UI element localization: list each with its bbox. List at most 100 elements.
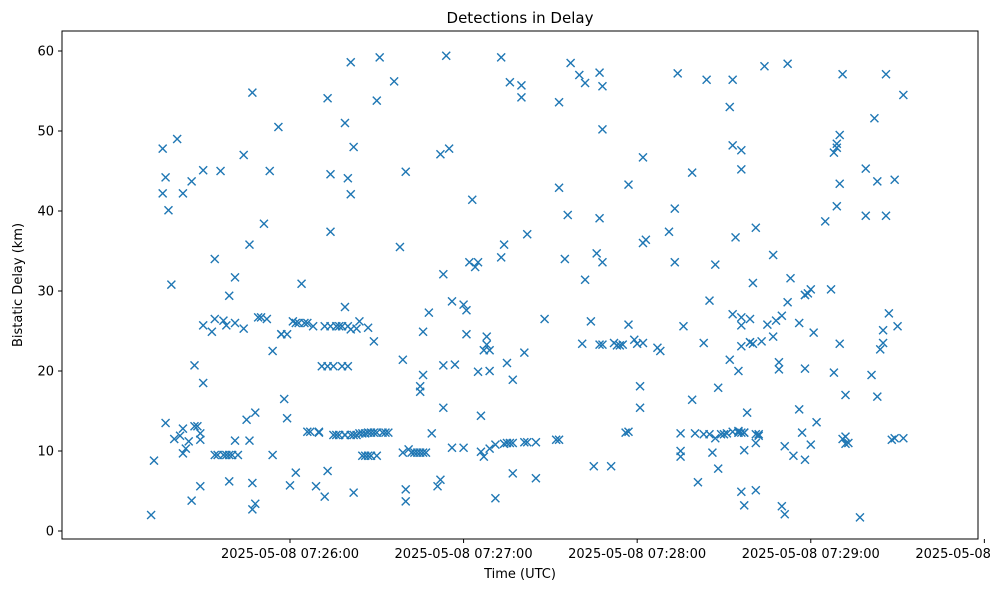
data-point-stroke (418, 448, 428, 458)
data-point-stroke (519, 437, 529, 447)
data-point (788, 451, 798, 461)
data-point-stroke (551, 435, 561, 445)
data-point-stroke (363, 323, 373, 333)
data-point (328, 361, 338, 371)
data-point-stroke (678, 321, 688, 331)
data-point-stroke (632, 339, 642, 349)
data-point-stroke (577, 339, 587, 349)
data-point (438, 269, 448, 279)
data-point-stroke (233, 450, 243, 460)
data-point-stroke (401, 496, 411, 506)
data-point-stroke (349, 142, 359, 152)
data-point (314, 427, 324, 437)
data-point-stroke (325, 169, 335, 179)
data-point (855, 512, 865, 522)
data-point (670, 204, 680, 214)
data-point (794, 404, 804, 414)
data-point (878, 338, 888, 348)
data-point-stroke (190, 360, 200, 370)
data-point-stroke (768, 250, 778, 260)
data-point-stroke (198, 378, 208, 388)
data-point (861, 211, 871, 221)
data-point-stroke (490, 493, 500, 503)
data-point-stroke (751, 438, 761, 448)
data-point (783, 297, 793, 307)
data-point-stroke (832, 201, 842, 211)
data-point (424, 308, 434, 318)
data-point-stroke (435, 149, 445, 159)
data-point-stroke (508, 438, 518, 448)
data-point-stroke (797, 428, 807, 438)
data-point (383, 428, 393, 438)
data-point-stroke (670, 204, 680, 214)
data-point-stroke (635, 403, 645, 413)
data-point-stroke (380, 428, 390, 438)
data-point-stroke (878, 338, 888, 348)
data-point (693, 477, 703, 487)
data-point (242, 415, 252, 425)
data-point-stroke (331, 430, 341, 440)
data-point-stroke (788, 451, 798, 461)
data-point-stroke (268, 346, 278, 356)
data-point (655, 346, 665, 356)
data-point (554, 97, 564, 107)
data-point-stroke (780, 509, 790, 519)
data-point-stroke (707, 448, 717, 458)
data-point-stroke (843, 438, 853, 448)
data-point-stroke (169, 434, 179, 444)
data-point-stroke (239, 150, 249, 160)
data-point (346, 189, 356, 199)
data-point (401, 496, 411, 506)
data-point (595, 213, 605, 223)
y-tick-label: 0 (46, 525, 54, 540)
data-point (473, 257, 483, 267)
data-point (334, 321, 344, 331)
data-point-stroke (161, 172, 171, 182)
data-point-stroke (713, 464, 723, 474)
data-point-stroke (473, 367, 483, 377)
data-point-stroke (311, 481, 321, 491)
data-point (323, 93, 333, 103)
data-point (508, 468, 518, 478)
data-point-stroke (806, 284, 816, 294)
data-point (898, 90, 908, 100)
data-point-stroke (751, 223, 761, 233)
data-point (869, 113, 879, 123)
data-point-stroke (560, 254, 570, 264)
data-point (739, 500, 749, 510)
data-point (736, 341, 746, 351)
data-point-stroke (328, 361, 338, 371)
data-point-stroke (224, 476, 234, 486)
data-point (812, 417, 822, 427)
data-point-stroke (597, 340, 607, 350)
data-point (516, 92, 526, 102)
x-tick-label: 2025-05-08 07:27:00 (395, 547, 533, 562)
data-point (233, 450, 243, 460)
data-point (418, 448, 428, 458)
data-point (705, 429, 715, 439)
data-point (838, 69, 848, 79)
data-point (898, 433, 908, 443)
data-point-stroke (250, 408, 260, 418)
data-point (638, 338, 648, 348)
data-point-stroke (580, 78, 590, 88)
data-point-stroke (482, 332, 492, 342)
data-point-stroke (299, 318, 309, 328)
data-point-stroke (352, 324, 362, 334)
data-point-stroke (485, 345, 495, 355)
data-point (728, 75, 738, 85)
data-point-stroke (447, 443, 457, 453)
data-point (389, 76, 399, 86)
data-point (178, 448, 188, 458)
data-point-stroke (736, 428, 746, 438)
data-point-stroke (244, 436, 254, 446)
data-point-stroke (320, 492, 330, 502)
data-point (198, 165, 208, 175)
data-point-stroke (898, 433, 908, 443)
data-point-stroke (745, 314, 755, 324)
data-point (302, 318, 312, 328)
data-point-stroke (323, 93, 333, 103)
data-point (401, 167, 411, 177)
data-point (615, 340, 625, 350)
data-point (285, 480, 295, 490)
